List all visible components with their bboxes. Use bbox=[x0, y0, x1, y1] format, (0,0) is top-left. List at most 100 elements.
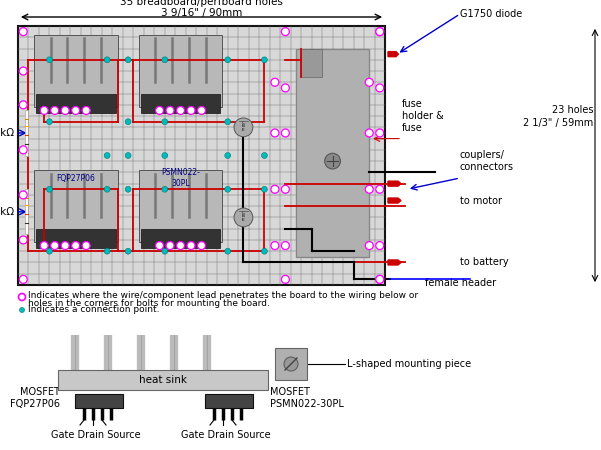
Bar bbox=[75, 394, 123, 408]
Text: G1750 diode: G1750 diode bbox=[460, 9, 522, 19]
Text: 10kΩ: 10kΩ bbox=[0, 207, 15, 217]
Circle shape bbox=[46, 186, 52, 192]
Circle shape bbox=[234, 208, 253, 227]
Circle shape bbox=[19, 191, 27, 199]
Circle shape bbox=[261, 248, 267, 254]
Circle shape bbox=[271, 78, 279, 86]
Circle shape bbox=[376, 242, 384, 250]
Circle shape bbox=[125, 186, 131, 192]
Bar bbox=[34, 170, 118, 242]
Text: C
B
E: C B E bbox=[242, 211, 245, 222]
Circle shape bbox=[125, 248, 131, 254]
Circle shape bbox=[376, 275, 384, 284]
Bar bbox=[35, 94, 115, 112]
Text: Indicates a connection point.: Indicates a connection point. bbox=[28, 306, 159, 315]
Bar bbox=[58, 370, 268, 390]
Circle shape bbox=[281, 275, 289, 284]
Circle shape bbox=[284, 357, 298, 371]
Text: C
B
E: C B E bbox=[242, 121, 245, 132]
Circle shape bbox=[40, 107, 48, 114]
Circle shape bbox=[156, 242, 163, 250]
Text: FQP27P06: FQP27P06 bbox=[56, 174, 95, 183]
Circle shape bbox=[198, 107, 206, 114]
Text: 3 9/16" / 90mm: 3 9/16" / 90mm bbox=[161, 8, 242, 18]
Circle shape bbox=[104, 57, 110, 63]
Circle shape bbox=[261, 153, 267, 158]
Circle shape bbox=[376, 27, 384, 36]
Circle shape bbox=[104, 248, 110, 254]
Text: Gate Drain Source: Gate Drain Source bbox=[181, 430, 271, 440]
Circle shape bbox=[376, 275, 384, 284]
Text: Indicates where the wire/component lead penetrates the board to the wiring below: Indicates where the wire/component lead … bbox=[28, 292, 418, 301]
Circle shape bbox=[225, 186, 231, 192]
Circle shape bbox=[376, 27, 384, 36]
Text: PSMN022-
30PL: PSMN022- 30PL bbox=[161, 168, 200, 188]
Polygon shape bbox=[388, 198, 401, 203]
Circle shape bbox=[376, 84, 384, 92]
Circle shape bbox=[225, 119, 231, 125]
Text: 35 breadboard/perfboard holes: 35 breadboard/perfboard holes bbox=[120, 0, 283, 7]
Circle shape bbox=[225, 153, 231, 158]
Bar bbox=[205, 394, 253, 408]
Circle shape bbox=[72, 242, 80, 250]
Text: heat sink: heat sink bbox=[139, 375, 187, 385]
Circle shape bbox=[365, 78, 373, 86]
Circle shape bbox=[50, 107, 59, 114]
Circle shape bbox=[271, 129, 279, 137]
Circle shape bbox=[376, 129, 384, 137]
Bar bbox=[141, 94, 221, 112]
Text: MOSFET
PSMN022-30PL: MOSFET PSMN022-30PL bbox=[270, 387, 344, 409]
Polygon shape bbox=[388, 260, 401, 265]
Circle shape bbox=[365, 185, 373, 193]
Circle shape bbox=[261, 186, 267, 192]
Circle shape bbox=[82, 242, 90, 250]
Text: MOSFET
FQP27P06: MOSFET FQP27P06 bbox=[10, 387, 60, 409]
Circle shape bbox=[162, 186, 168, 192]
Circle shape bbox=[50, 242, 59, 250]
Bar bbox=[141, 229, 221, 248]
Circle shape bbox=[162, 248, 168, 254]
Circle shape bbox=[225, 248, 231, 254]
Circle shape bbox=[19, 101, 27, 109]
Circle shape bbox=[271, 185, 279, 193]
Text: female header: female header bbox=[425, 278, 496, 288]
Circle shape bbox=[281, 185, 289, 193]
Circle shape bbox=[281, 242, 289, 250]
Circle shape bbox=[19, 27, 27, 36]
Text: couplers/
connectors: couplers/ connectors bbox=[460, 150, 514, 172]
Circle shape bbox=[46, 57, 52, 63]
Circle shape bbox=[166, 242, 174, 250]
Circle shape bbox=[19, 236, 27, 244]
Circle shape bbox=[104, 153, 110, 158]
Circle shape bbox=[19, 307, 25, 312]
Text: to battery: to battery bbox=[460, 257, 508, 267]
Polygon shape bbox=[388, 181, 401, 186]
Circle shape bbox=[19, 275, 27, 284]
Circle shape bbox=[365, 242, 373, 250]
Text: L-shaped mounting piece: L-shaped mounting piece bbox=[347, 359, 471, 369]
Circle shape bbox=[125, 57, 131, 63]
Bar bbox=[25, 110, 28, 156]
Circle shape bbox=[281, 84, 289, 92]
Bar bbox=[18, 26, 385, 285]
Circle shape bbox=[198, 242, 206, 250]
Bar bbox=[301, 49, 322, 76]
Circle shape bbox=[365, 129, 373, 137]
Text: to motor: to motor bbox=[460, 196, 502, 206]
Bar bbox=[275, 348, 307, 380]
Circle shape bbox=[281, 129, 289, 137]
Text: 23 holes
2 1/3" / 59mm: 23 holes 2 1/3" / 59mm bbox=[523, 105, 593, 128]
Polygon shape bbox=[388, 52, 398, 57]
Circle shape bbox=[61, 242, 69, 250]
Circle shape bbox=[234, 118, 253, 137]
Circle shape bbox=[187, 242, 195, 250]
Circle shape bbox=[125, 119, 131, 125]
Circle shape bbox=[19, 293, 25, 301]
Circle shape bbox=[261, 57, 267, 63]
Circle shape bbox=[82, 107, 90, 114]
Bar bbox=[296, 49, 369, 257]
Circle shape bbox=[177, 242, 185, 250]
Text: 10kΩ: 10kΩ bbox=[0, 128, 15, 138]
Circle shape bbox=[61, 107, 69, 114]
Circle shape bbox=[281, 27, 289, 36]
